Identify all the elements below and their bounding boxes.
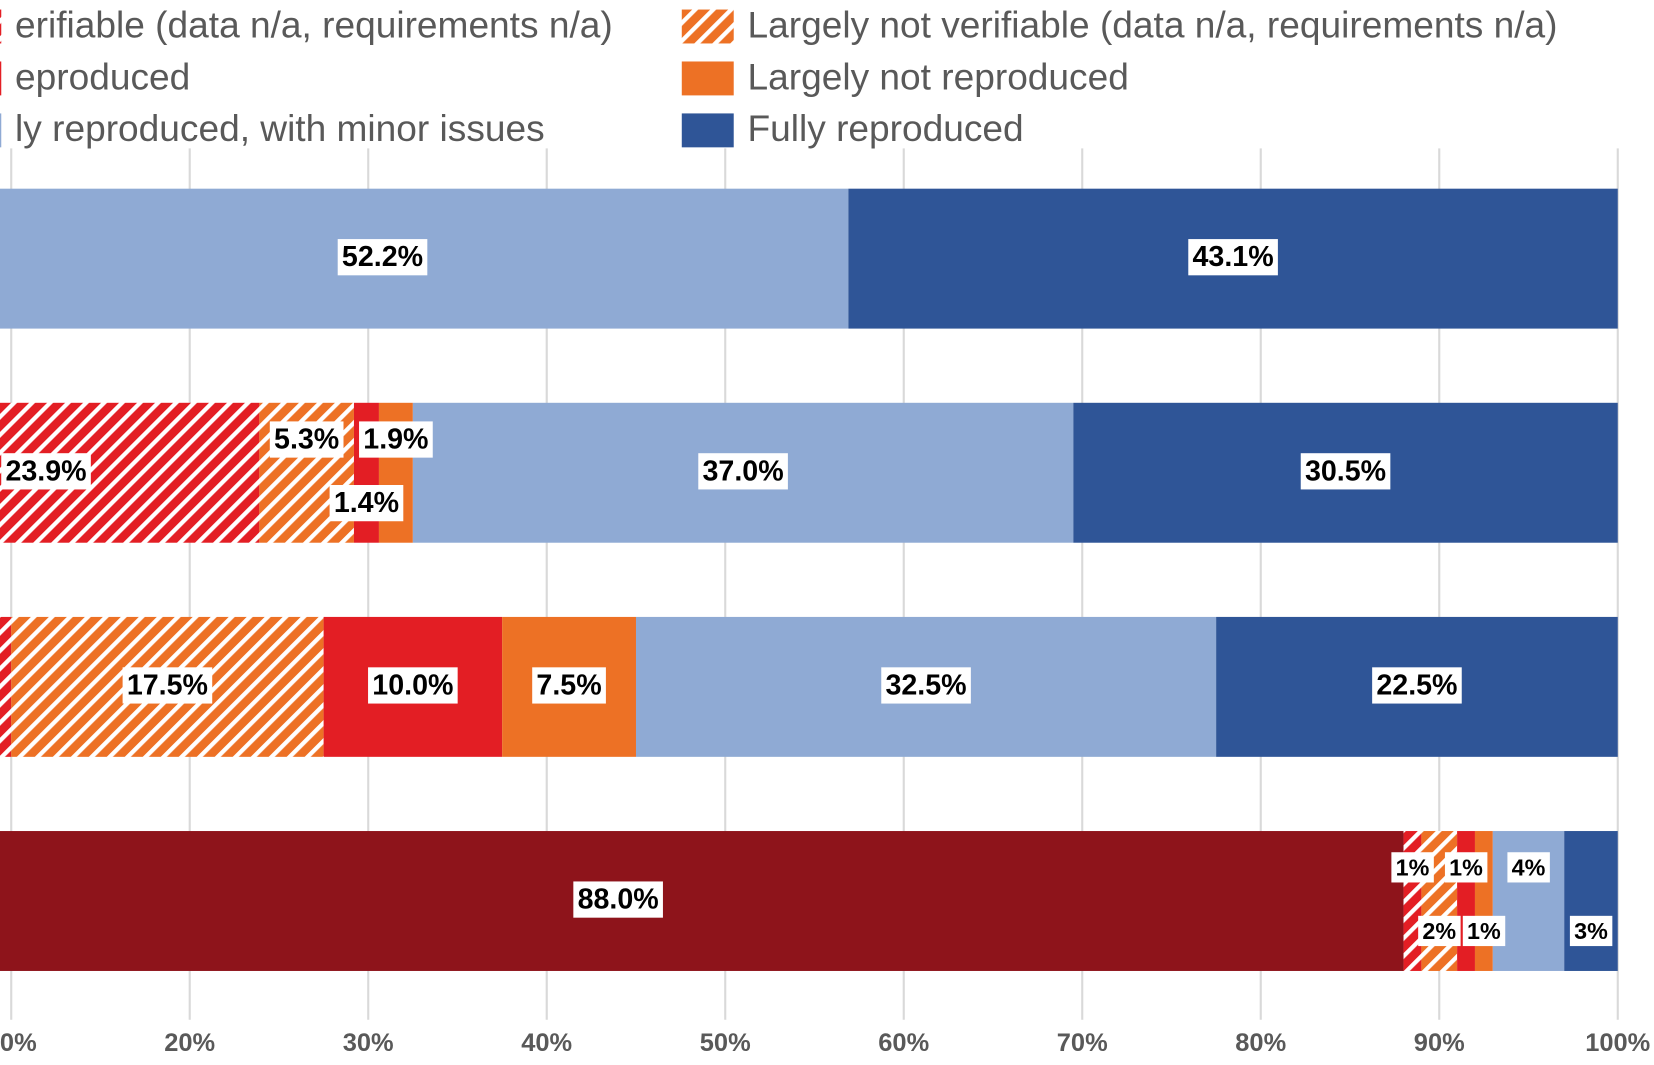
x-tick-label: 100% (1585, 1029, 1650, 1057)
value-label-group: 10.0% (368, 667, 458, 704)
value-label-box (1569, 915, 1613, 947)
value-label-box (269, 421, 344, 458)
value-label-group: 32.5% (881, 667, 971, 704)
value-label-group: 1.9% (359, 421, 433, 458)
value-label-group: 2% (1418, 915, 1461, 947)
value-label-box (337, 239, 428, 276)
legend-swatch (681, 61, 734, 96)
x-tick-label: 30% (343, 1029, 394, 1057)
legend-swatch (0, 113, 2, 148)
value-label-group: 30.5% (1300, 453, 1391, 490)
legend-label: Largely not verifiable (data n/a, requir… (748, 3, 1558, 45)
value-label: 10.0% (372, 669, 453, 701)
value-label-group: 5.3% (269, 421, 344, 458)
value-label-box (698, 453, 788, 490)
value-label: 30.5% (1305, 455, 1386, 487)
legend-label: eproduced (15, 55, 190, 97)
bar-segment (1403, 831, 1422, 971)
value-label-box (359, 421, 433, 458)
value-label-group: 17.5% (122, 667, 213, 704)
x-tick-label: 90% (1414, 1029, 1465, 1057)
value-label-group: 1% (1462, 915, 1506, 947)
value-label: 17.5% (127, 669, 208, 701)
value-label-box (122, 667, 213, 704)
bar-segment (1564, 831, 1618, 971)
value-label: 22.5% (1376, 669, 1457, 701)
value-label-box (1300, 453, 1391, 490)
value-label: 23.9% (5, 455, 86, 487)
value-label-box (1, 453, 91, 490)
value-label-group: 1% (1391, 852, 1434, 883)
value-label-group: 52.2% (337, 239, 428, 276)
legend-swatch (681, 9, 734, 44)
value-label-group: 43.1% (1188, 239, 1278, 276)
value-label-box (1188, 239, 1278, 276)
value-label-box (1507, 852, 1550, 883)
value-label-box (329, 485, 404, 522)
value-label-group: 22.5% (1372, 667, 1462, 704)
value-label: 7.5% (536, 669, 601, 701)
value-label: 1% (1467, 918, 1501, 944)
x-tick-label: 60% (878, 1029, 929, 1057)
bar-segment (1474, 831, 1493, 971)
value-label-group: 1.4% (329, 485, 404, 522)
value-label-box (1391, 852, 1434, 883)
x-tick-label: 70% (1057, 1029, 1108, 1057)
value-label: 32.5% (885, 669, 966, 701)
value-label-box (1372, 667, 1462, 704)
value-label-box (368, 667, 458, 704)
legend-swatch (681, 113, 734, 148)
x-tick-label: 80% (1235, 1029, 1286, 1057)
value-label-group: 88.0% (573, 881, 663, 918)
value-label: 1.9% (363, 424, 428, 456)
value-label: 1% (1396, 854, 1430, 880)
value-label-box (573, 881, 663, 918)
legend-label: erifiable (data n/a, requirements n/a) (15, 3, 613, 45)
legend-swatch (0, 61, 2, 96)
value-label-group: 7.5% (532, 667, 606, 704)
x-tick-label: 20% (164, 1029, 215, 1057)
value-label-group: 37.0% (698, 453, 788, 490)
value-label-box (881, 667, 971, 704)
value-label: 3% (1574, 918, 1608, 944)
value-label-group: 23.9% (1, 453, 91, 490)
value-label-box (1418, 915, 1461, 947)
x-tick-label: 40% (521, 1029, 572, 1057)
value-label: 37.0% (703, 455, 784, 487)
value-label: 1.4% (334, 487, 399, 519)
value-label-group: 1% (1444, 852, 1488, 883)
legend-label: Largely not reproduced (748, 55, 1129, 97)
bar-segment (0, 831, 1404, 971)
value-label-group: 4% (1507, 852, 1550, 883)
bar-segment (1492, 831, 1565, 971)
bar-segment (0, 616, 12, 757)
value-label-box (1444, 852, 1488, 883)
legend-label: ly reproduced, with minor issues (15, 107, 545, 149)
bar-segment (1457, 831, 1475, 971)
x-tick-label: 10% (0, 1029, 37, 1057)
value-label: 1% (1449, 854, 1483, 880)
value-label: 43.1% (1193, 241, 1274, 273)
bar-segment (1421, 831, 1458, 971)
value-label: 52.2% (342, 241, 423, 273)
value-label: 5.3% (274, 424, 339, 456)
x-tick-label: 50% (700, 1029, 751, 1057)
value-label: 4% (1512, 854, 1546, 880)
value-label: 2% (1422, 918, 1456, 944)
legend-label: Fully reproduced (748, 107, 1024, 149)
value-label-group: 3% (1569, 915, 1613, 947)
value-label: 88.0% (578, 884, 659, 916)
legend-swatch (0, 9, 2, 44)
value-label-box (532, 667, 606, 704)
value-label-box (1462, 915, 1506, 947)
